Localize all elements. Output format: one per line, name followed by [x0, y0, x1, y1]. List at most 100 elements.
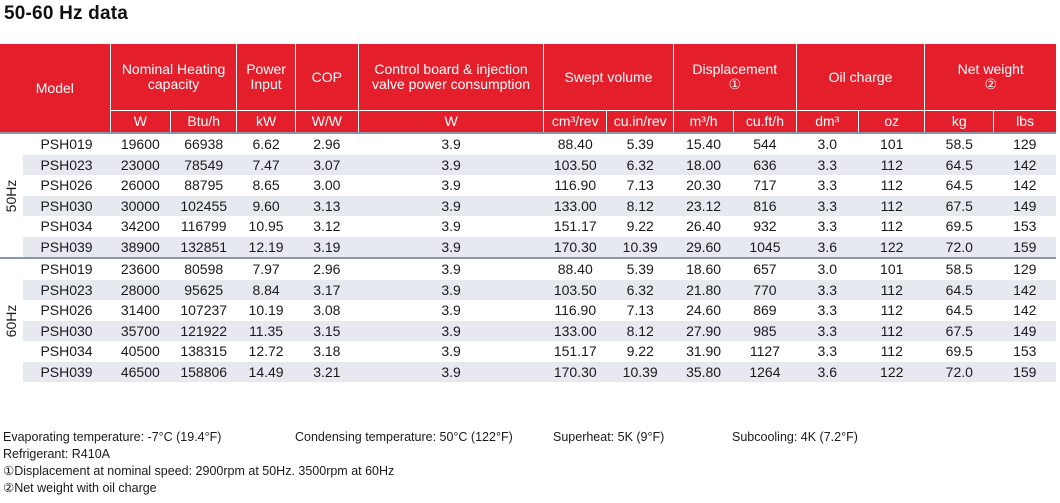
value-cell: 34200: [110, 216, 171, 237]
table-row: 50Hz PSH019 19600 66938 6.62 2.96 3.9 88.40 5.39…: [0, 132, 1056, 258]
value-cell: 7.47: [236, 154, 296, 175]
value-cell: 5.39: [606, 132, 674, 155]
value-cell: 3.19: [295, 236, 359, 258]
value-cell: 88.40: [543, 132, 607, 155]
value-cell: 6.62: [236, 132, 296, 155]
value-cell: 2.96: [295, 132, 359, 155]
condensing-note: Condensing temperature: 50°C (122°F): [295, 430, 513, 444]
value-cell: 30000: [110, 195, 171, 216]
value-cell: 64.5: [924, 154, 994, 175]
value-cell: 112: [858, 341, 925, 362]
value-cell: 103.50: [543, 154, 607, 175]
value-cell: 23000: [110, 154, 171, 175]
value-cell: 101: [858, 257, 925, 280]
value-cell: 869: [733, 300, 797, 321]
value-cell: 121922: [170, 320, 237, 341]
frequency-group-label: 50Hz: [0, 132, 23, 258]
value-cell: 5.39: [606, 257, 674, 280]
value-cell: 9.60: [236, 195, 296, 216]
value-cell: 78549: [170, 154, 237, 175]
value-cell: 112: [858, 279, 925, 300]
value-cell: 3.9: [358, 361, 544, 382]
value-cell: 3.9: [358, 257, 544, 280]
value-cell: 102455: [170, 195, 237, 216]
value-cell: 3.3: [796, 216, 859, 237]
value-cell: 9.22: [606, 216, 674, 237]
table-row: PSH030 35700 121922 11.35 3.15 3.9 133.00 8.12 2…: [0, 320, 1056, 341]
unit-header: dm³: [796, 110, 859, 133]
header-cop: COP: [295, 44, 360, 111]
table-row: PSH030 30000 102455 9.60 3.13 3.9 133.00 8.12 23…: [0, 195, 1056, 216]
value-cell: 3.3: [796, 320, 859, 341]
value-cell: 10.39: [606, 361, 674, 382]
value-cell: 3.9: [358, 236, 544, 258]
value-cell: 64.5: [924, 279, 994, 300]
unit-header: oz: [858, 110, 926, 133]
value-cell: 142: [993, 279, 1056, 300]
value-cell: 15.40: [673, 132, 734, 155]
footnote-marker-1: ①: [728, 76, 742, 92]
value-cell: 7.13: [606, 175, 674, 196]
unit-header: W: [358, 110, 545, 133]
model-cell: PSH026: [22, 300, 111, 321]
value-cell: 28000: [110, 279, 171, 300]
value-cell: 3.3: [796, 279, 859, 300]
unit-header: lbs: [993, 110, 1056, 133]
frequency-group-label: 60Hz: [0, 257, 23, 382]
value-cell: 153: [993, 341, 1056, 362]
value-cell: 12.19: [236, 236, 296, 258]
value-cell: 116.90: [543, 175, 607, 196]
value-cell: 159: [993, 361, 1056, 382]
value-cell: 544: [733, 132, 797, 155]
value-cell: 122: [858, 236, 925, 258]
value-cell: 3.13: [295, 195, 359, 216]
header-oil-charge: Oil charge: [796, 44, 926, 111]
value-cell: 67.5: [924, 195, 994, 216]
value-cell: 129: [993, 257, 1056, 280]
value-cell: 112: [858, 320, 925, 341]
value-cell: 138315: [170, 341, 237, 362]
value-cell: 717: [733, 175, 797, 196]
value-cell: 122: [858, 361, 925, 382]
refrigerant-note: Refrigerant: R410A: [3, 447, 111, 461]
value-cell: 636: [733, 154, 797, 175]
value-cell: 3.0: [796, 257, 859, 280]
value-cell: 66938: [170, 132, 237, 155]
value-cell: 3.6: [796, 236, 859, 258]
value-cell: 142: [993, 300, 1056, 321]
table-row: PSH023 28000 95625 8.84 3.17 3.9 103.50 6.32 21.…: [0, 279, 1056, 300]
unit-header: cm³/rev: [543, 110, 608, 133]
value-cell: 159: [993, 236, 1056, 258]
frequency-label: 60Hz: [3, 304, 20, 337]
value-cell: 72.0: [924, 361, 994, 382]
value-cell: 58.5: [924, 132, 994, 155]
value-cell: 3.9: [358, 320, 544, 341]
table-body: 50Hz PSH019 19600 66938 6.62 2.96 3.9 88.40 5.39…: [0, 132, 1056, 382]
model-cell: PSH019: [22, 257, 111, 280]
unit-header: W: [110, 110, 171, 133]
header-heating-capacity: Nominal Heating capacity: [110, 44, 238, 111]
value-cell: 23.12: [673, 195, 734, 216]
value-cell: 3.9: [358, 300, 544, 321]
value-cell: 133.00: [543, 195, 607, 216]
value-cell: 116.90: [543, 300, 607, 321]
table-row: PSH026 26000 88795 8.65 3.00 3.9 116.90 7.13 20.…: [0, 175, 1056, 196]
value-cell: 40500: [110, 341, 171, 362]
table-row: PSH034 40500 138315 12.72 3.18 3.9 151.17 9.22 3…: [0, 341, 1056, 362]
value-cell: 6.32: [606, 154, 674, 175]
value-cell: 3.07: [295, 154, 359, 175]
value-cell: 27.90: [673, 320, 734, 341]
value-cell: 3.12: [295, 216, 359, 237]
value-cell: 23600: [110, 257, 171, 280]
value-cell: 3.3: [796, 341, 859, 362]
value-cell: 170.30: [543, 361, 607, 382]
data-table-wrapper: Model Nominal Heating capacity Power Inp…: [0, 44, 1060, 382]
value-cell: 8.12: [606, 195, 674, 216]
value-cell: 10.39: [606, 236, 674, 258]
value-cell: 101: [858, 132, 925, 155]
table-row: PSH039 38900 132851 12.19 3.19 3.9 170.30 10.39…: [0, 236, 1056, 258]
value-cell: 24.60: [673, 300, 734, 321]
value-cell: 88795: [170, 175, 237, 196]
page-title: 50-60 Hz data: [4, 3, 129, 24]
value-cell: 31.90: [673, 341, 734, 362]
